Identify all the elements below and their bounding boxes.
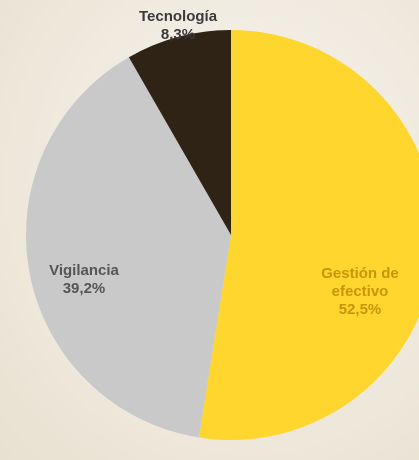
pie-slice — [198, 30, 419, 440]
pie-slice — [128, 30, 231, 235]
slice-label: Gestión de efectivo 52,5% — [308, 265, 412, 319]
category-label: Vigilancia — [49, 262, 119, 279]
value-label: 52,5% — [338, 301, 382, 318]
category-label: Gestión de efectivo — [321, 265, 399, 300]
category-label: Tecnología — [138, 8, 218, 25]
value-label: 8,3% — [160, 26, 196, 43]
slice-label: Vigilancia 39,2% — [32, 262, 136, 298]
slice-label: Tecnología 8,3% — [126, 8, 230, 44]
pie-slice — [25, 57, 232, 438]
value-label: 39,2% — [62, 280, 106, 297]
